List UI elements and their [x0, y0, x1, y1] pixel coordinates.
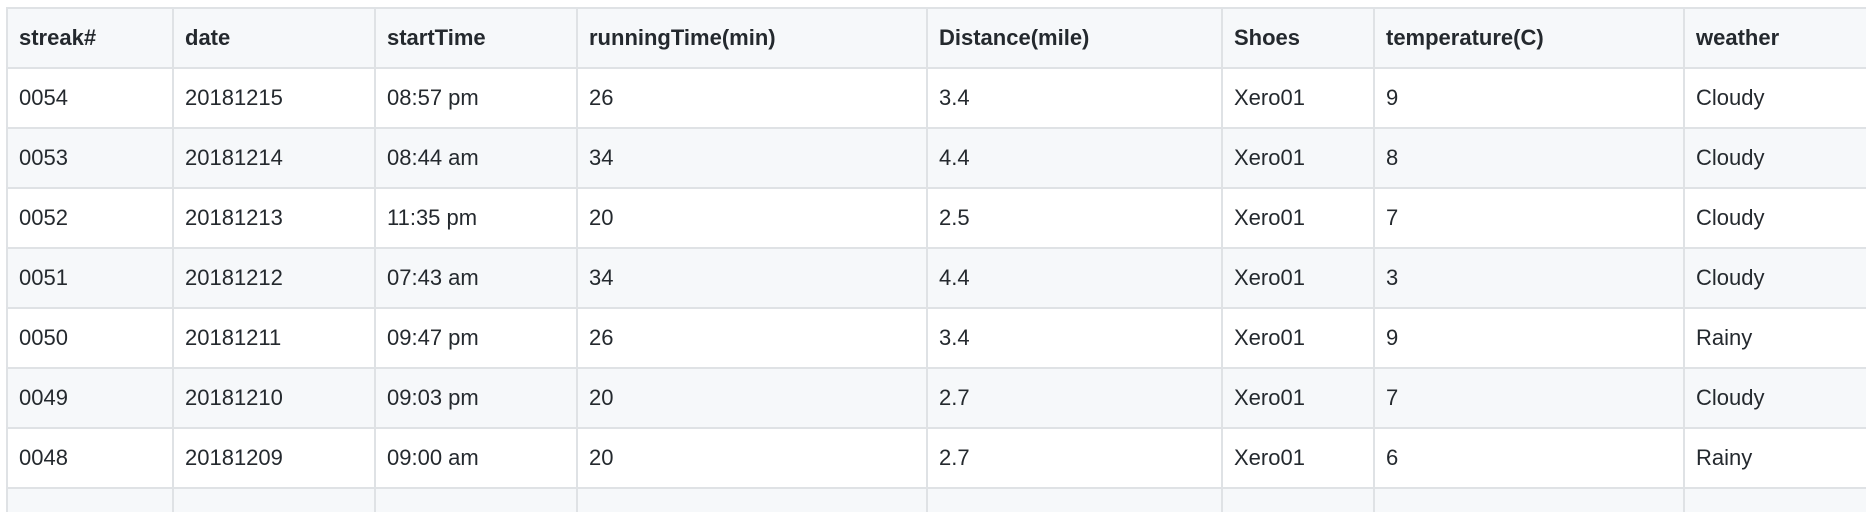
- cell-weather: Rainy: [1683, 427, 1866, 489]
- cell-shoes: Xero01: [1221, 187, 1375, 249]
- cell-streak: 0049: [6, 367, 174, 429]
- table-row: 0053 20181214 08:44 am 34 4.4 Xero01 8 C…: [6, 127, 1866, 189]
- cell-weather: Cloudy: [1683, 367, 1866, 429]
- cell-empty: [374, 487, 578, 512]
- cell-distance: 2.7: [926, 367, 1223, 429]
- cell-date: 20181212: [172, 247, 376, 309]
- cell-running-time: 34: [576, 127, 928, 189]
- cell-date: 20181211: [172, 307, 376, 369]
- table-row: 0051 20181212 07:43 am 34 4.4 Xero01 3 C…: [6, 247, 1866, 309]
- cell-empty: [6, 487, 174, 512]
- cell-distance: 3.4: [926, 67, 1223, 129]
- cell-distance: 2.7: [926, 427, 1223, 489]
- running-log-table: streak# date startTime runningTime(min) …: [6, 7, 1866, 512]
- column-header-date: date: [172, 7, 376, 69]
- cell-shoes: Xero01: [1221, 127, 1375, 189]
- cell-temperature: 8: [1373, 127, 1685, 189]
- cell-empty: [172, 487, 376, 512]
- cell-streak: 0052: [6, 187, 174, 249]
- cell-date: 20181210: [172, 367, 376, 429]
- header-row: streak# date startTime runningTime(min) …: [6, 7, 1866, 69]
- column-header-running-time: runningTime(min): [576, 7, 928, 69]
- table-row: 0054 20181215 08:57 pm 26 3.4 Xero01 9 C…: [6, 67, 1866, 129]
- cell-start-time: 11:35 pm: [374, 187, 578, 249]
- cell-start-time: 08:57 pm: [374, 67, 578, 129]
- table-row: 0050 20181211 09:47 pm 26 3.4 Xero01 9 R…: [6, 307, 1866, 369]
- table-container: streak# date startTime runningTime(min) …: [6, 7, 1866, 512]
- cell-shoes: Xero01: [1221, 367, 1375, 429]
- cell-empty: [1221, 487, 1375, 512]
- cell-running-time: 26: [576, 307, 928, 369]
- column-header-streak: streak#: [6, 7, 174, 69]
- cell-date: 20181215: [172, 67, 376, 129]
- cell-empty: [576, 487, 928, 512]
- cell-running-time: 20: [576, 187, 928, 249]
- cell-temperature: 7: [1373, 367, 1685, 429]
- cell-date: 20181213: [172, 187, 376, 249]
- cell-shoes: Xero01: [1221, 307, 1375, 369]
- cell-distance: 4.4: [926, 247, 1223, 309]
- cell-empty: [926, 487, 1223, 512]
- cell-weather: Cloudy: [1683, 67, 1866, 129]
- cell-distance: 3.4: [926, 307, 1223, 369]
- cell-date: 20181214: [172, 127, 376, 189]
- cell-empty: [1373, 487, 1685, 512]
- cell-temperature: 9: [1373, 67, 1685, 129]
- cell-temperature: 3: [1373, 247, 1685, 309]
- cell-streak: 0051: [6, 247, 174, 309]
- table-row: 0048 20181209 09:00 am 20 2.7 Xero01 6 R…: [6, 427, 1866, 489]
- cell-streak: 0048: [6, 427, 174, 489]
- cell-weather: Cloudy: [1683, 247, 1866, 309]
- column-header-start-time: startTime: [374, 7, 578, 69]
- cell-running-time: 20: [576, 427, 928, 489]
- cell-running-time: 26: [576, 67, 928, 129]
- cell-start-time: 09:03 pm: [374, 367, 578, 429]
- cell-empty: [1683, 487, 1866, 512]
- cell-temperature: 9: [1373, 307, 1685, 369]
- cell-date: 20181209: [172, 427, 376, 489]
- cell-streak: 0050: [6, 307, 174, 369]
- cell-weather: Cloudy: [1683, 187, 1866, 249]
- cell-temperature: 6: [1373, 427, 1685, 489]
- cell-streak: 0054: [6, 67, 174, 129]
- cell-shoes: Xero01: [1221, 247, 1375, 309]
- column-header-distance: Distance(mile): [926, 7, 1223, 69]
- table-row-partial: [6, 487, 1866, 512]
- cell-start-time: 07:43 am: [374, 247, 578, 309]
- cell-start-time: 08:44 am: [374, 127, 578, 189]
- cell-shoes: Xero01: [1221, 427, 1375, 489]
- table-row: 0052 20181213 11:35 pm 20 2.5 Xero01 7 C…: [6, 187, 1866, 249]
- cell-start-time: 09:00 am: [374, 427, 578, 489]
- cell-distance: 2.5: [926, 187, 1223, 249]
- column-header-temperature: temperature(C): [1373, 7, 1685, 69]
- cell-weather: Rainy: [1683, 307, 1866, 369]
- cell-temperature: 7: [1373, 187, 1685, 249]
- cell-shoes: Xero01: [1221, 67, 1375, 129]
- cell-running-time: 20: [576, 367, 928, 429]
- cell-weather: Cloudy: [1683, 127, 1866, 189]
- column-header-shoes: Shoes: [1221, 7, 1375, 69]
- cell-running-time: 34: [576, 247, 928, 309]
- cell-streak: 0053: [6, 127, 174, 189]
- cell-start-time: 09:47 pm: [374, 307, 578, 369]
- table-row: 0049 20181210 09:03 pm 20 2.7 Xero01 7 C…: [6, 367, 1866, 429]
- cell-distance: 4.4: [926, 127, 1223, 189]
- column-header-weather: weather: [1683, 7, 1866, 69]
